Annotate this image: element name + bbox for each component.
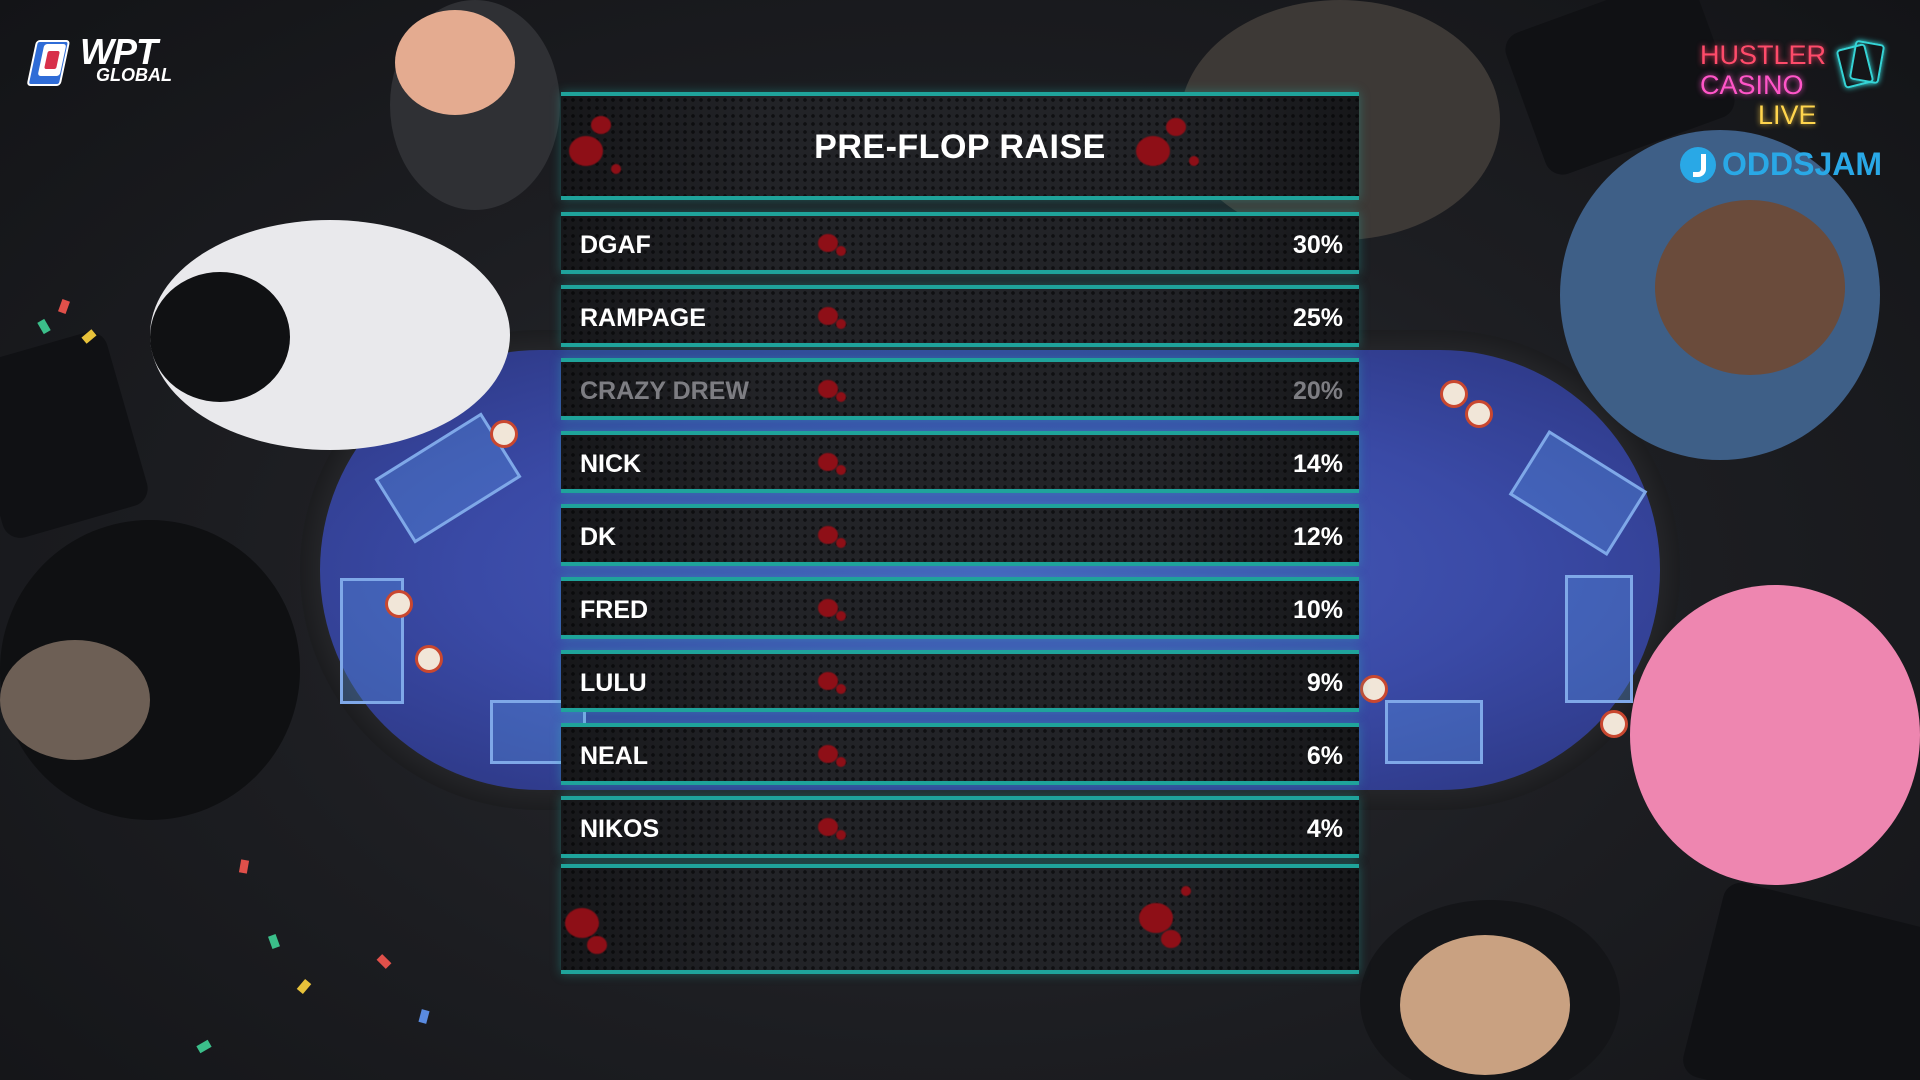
blood-splatter xyxy=(836,611,846,621)
blood-splatter xyxy=(836,465,846,475)
blood-splatter xyxy=(565,908,599,938)
player-name: NIKOS xyxy=(580,815,660,843)
betting-box xyxy=(1385,700,1483,764)
player-name: CRAZY DREW xyxy=(580,377,749,405)
chip-stack xyxy=(415,645,443,673)
wpt-logo-text: WPT xyxy=(80,31,158,73)
player-percentage: 12% xyxy=(1292,523,1343,551)
player-percentage: 9% xyxy=(1306,669,1343,697)
blood-splatter xyxy=(836,830,846,840)
poker-table-felt xyxy=(320,350,1660,790)
blood-splatter xyxy=(818,453,838,471)
blood-splatter xyxy=(1136,136,1170,166)
player-figure xyxy=(1630,585,1920,885)
blood-splatter xyxy=(1166,118,1186,136)
leaderboard-row-dimmed: CRAZY DREW 20% xyxy=(561,358,1359,420)
blood-splatter xyxy=(818,599,838,617)
blood-splatter xyxy=(818,380,838,398)
betting-box xyxy=(1565,575,1633,703)
chip-stack xyxy=(385,590,413,618)
hustler-casino-live-logo: HUSTLER CASINO LIVE xyxy=(1700,39,1890,140)
blood-splatter xyxy=(836,246,846,256)
player-percentage: 10% xyxy=(1292,596,1343,624)
leaderboard-row: DK 12% xyxy=(561,504,1359,566)
confetti xyxy=(418,1009,430,1024)
wpt-logo-subtext: GLOBAL xyxy=(96,64,172,85)
blood-splatter xyxy=(818,818,838,836)
blood-splatter xyxy=(818,526,838,544)
player-percentage: 6% xyxy=(1306,742,1343,770)
leaderboard-row: FRED 10% xyxy=(561,577,1359,639)
player-name: DGAF xyxy=(580,231,651,259)
blood-splatter xyxy=(836,392,846,402)
blood-splatter xyxy=(836,757,846,767)
blood-splatter xyxy=(591,116,611,134)
confetti xyxy=(37,318,51,335)
side-table xyxy=(1679,878,1920,1080)
leaderboard-row: NEAL 6% xyxy=(561,723,1359,785)
hustler-logo-line1: HUSTLER xyxy=(1700,40,1827,70)
leaderboard-row: NIKOS 4% xyxy=(561,796,1359,858)
blood-splatter xyxy=(836,538,846,548)
blood-splatter xyxy=(818,234,838,252)
blood-splatter xyxy=(818,672,838,690)
player-name: FRED xyxy=(580,596,649,624)
oddsjam-icon xyxy=(1680,146,1716,183)
leaderboard-row: RAMPAGE 25% xyxy=(561,285,1359,347)
oddsjam-logo-text: ODDSJAM xyxy=(1722,146,1883,182)
blood-splatter xyxy=(818,745,838,763)
player-name: NEAL xyxy=(580,742,649,770)
chip-stack xyxy=(1440,380,1468,408)
confetti xyxy=(268,934,280,949)
player-percentage: 20% xyxy=(1292,377,1343,405)
playing-cards-icon xyxy=(1835,39,1886,90)
player-name: NICK xyxy=(580,450,642,478)
player-name: DK xyxy=(580,523,617,551)
confetti xyxy=(296,978,312,995)
confetti xyxy=(196,1039,212,1054)
blood-splatter xyxy=(1161,930,1181,948)
blood-splatter xyxy=(1139,903,1173,933)
hustler-logo-line2: CASINO xyxy=(1700,70,1804,100)
blood-splatter xyxy=(611,164,621,174)
player-percentage: 4% xyxy=(1306,815,1343,843)
chip-stack xyxy=(1360,675,1388,703)
wpt-global-logo: WPT GLOBAL xyxy=(26,31,172,86)
blood-splatter xyxy=(836,319,846,329)
chip-stack xyxy=(490,420,518,448)
leaderboard-row: LULU 9% xyxy=(561,650,1359,712)
chip-stack xyxy=(1600,710,1628,738)
blood-splatter xyxy=(1181,886,1191,896)
player-name: RAMPAGE xyxy=(580,304,706,332)
confetti xyxy=(58,299,70,314)
stat-leaderboard-panel: PRE-FLOP RAISE DGAF 30% RAMPAGE 25% CRAZ… xyxy=(561,92,1359,974)
leaderboard-row: DGAF 30% xyxy=(561,212,1359,274)
confetti xyxy=(376,954,392,969)
blood-splatter xyxy=(1189,156,1199,166)
leaderboard-header: PRE-FLOP RAISE xyxy=(561,92,1359,200)
leaderboard-footer xyxy=(561,864,1359,974)
player-head xyxy=(395,10,515,115)
player-head xyxy=(1400,935,1570,1075)
player-percentage: 30% xyxy=(1292,231,1343,259)
player-head xyxy=(150,272,290,402)
confetti xyxy=(238,859,250,874)
player-head xyxy=(0,640,150,760)
oddsjam-logo: ODDSJAM xyxy=(1680,146,1882,183)
side-table xyxy=(0,327,152,543)
chip-stack xyxy=(1465,400,1493,428)
hustler-logo-line3: LIVE xyxy=(1758,100,1817,130)
leaderboard-row: NICK 14% xyxy=(561,431,1359,493)
leaderboard-title: PRE-FLOP RAISE xyxy=(814,128,1106,166)
player-percentage: 25% xyxy=(1292,304,1343,332)
player-percentage: 14% xyxy=(1292,450,1343,478)
player-name: LULU xyxy=(580,669,647,697)
blood-splatter xyxy=(569,136,603,166)
wpt-card-icon xyxy=(26,36,77,86)
player-head xyxy=(1655,200,1845,375)
blood-splatter xyxy=(587,936,607,954)
blood-splatter xyxy=(818,307,838,325)
blood-splatter xyxy=(836,684,846,694)
